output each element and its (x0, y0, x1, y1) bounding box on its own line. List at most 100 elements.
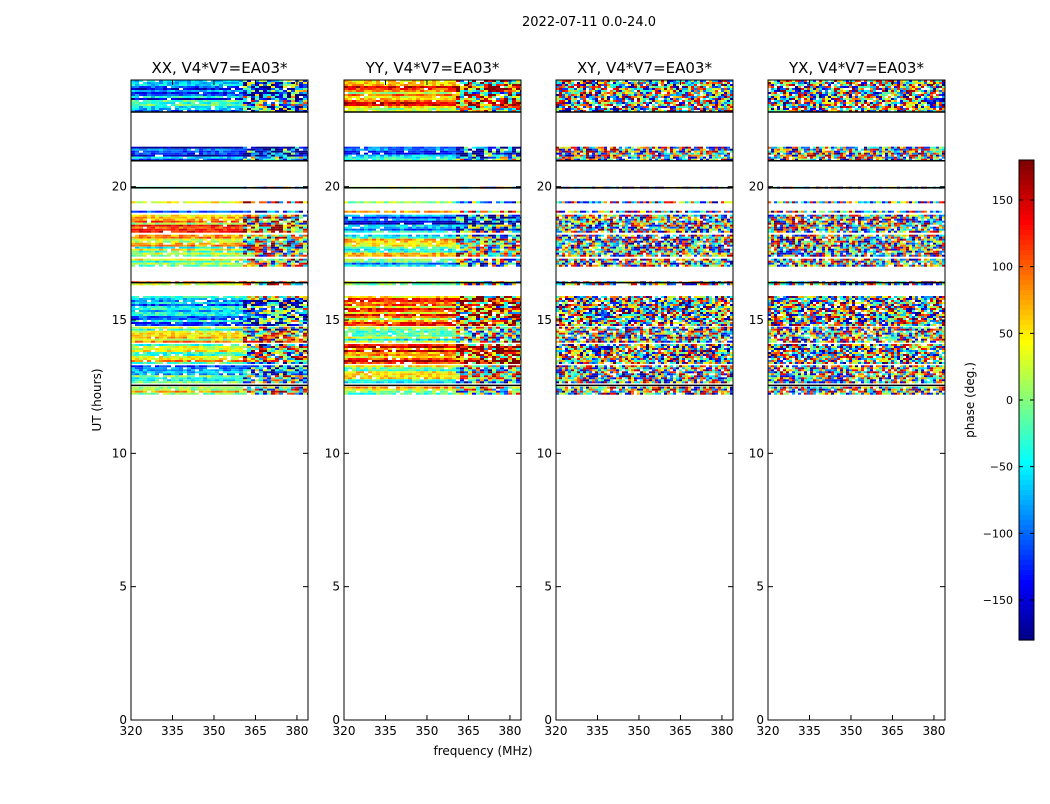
panel-3-ytick-label: 10 (749, 446, 764, 460)
colorbar-segment (1019, 335, 1034, 341)
panel-1-heatmap (344, 80, 524, 395)
colorbar-segment (1019, 425, 1034, 431)
colorbar-tick-label: 50 (999, 327, 1013, 340)
panel-0-xtick-label: 335 (161, 724, 184, 738)
colorbar-segment (1019, 270, 1034, 276)
panel-2-title: XY, V4*V7=EA03* (577, 59, 712, 77)
panel-2-xtick-label: 380 (710, 724, 733, 738)
colorbar-segment (1019, 470, 1034, 476)
panel-1-ytick-label: 5 (332, 580, 340, 594)
colorbar-segment (1019, 550, 1034, 556)
colorbar-segment (1019, 240, 1034, 246)
panel-2-heatmap (556, 80, 733, 395)
panel-0-frame (131, 80, 308, 720)
colorbar-segment (1019, 200, 1034, 206)
colorbar-segment (1019, 510, 1034, 516)
colorbar-segment (1019, 570, 1034, 576)
figure-suptitle: 2022-07-11 0.0-24.0 (522, 15, 656, 30)
colorbar-segment (1019, 175, 1034, 181)
colorbar-segment (1019, 305, 1034, 311)
panel-0-xtick-label: 350 (203, 724, 226, 738)
colorbar-segment (1019, 205, 1034, 211)
panel-1-frame (344, 80, 521, 720)
colorbar-label: phase (deg.) (963, 362, 977, 438)
colorbar-segment (1019, 485, 1034, 491)
colorbar-segment (1019, 260, 1034, 266)
colorbar-segment (1019, 275, 1034, 281)
panel-2-xtick-label: 320 (545, 724, 568, 738)
colorbar-segment (1019, 445, 1034, 451)
colorbar-segment (1019, 415, 1034, 421)
colorbar-segment (1019, 375, 1034, 381)
colorbar-segment (1019, 170, 1034, 176)
colorbar-segment (1019, 420, 1034, 426)
colorbar-segment (1019, 230, 1034, 236)
colorbar-segment (1019, 545, 1034, 551)
panel-1-xtick-label: 365 (457, 724, 480, 738)
panel-3-xtick-label: 380 (922, 724, 945, 738)
panel-0-title: XX, V4*V7=EA03* (151, 59, 288, 77)
colorbar-segment (1019, 300, 1034, 306)
panel-3-frame (768, 80, 945, 720)
colorbar-segment (1019, 215, 1034, 221)
colorbar-segment (1019, 455, 1034, 461)
colorbar-segment (1019, 400, 1034, 406)
colorbar-segment (1019, 480, 1034, 486)
colorbar-segment (1019, 530, 1034, 536)
panel-2-frame (556, 80, 733, 720)
colorbar-segment (1019, 385, 1034, 391)
colorbar-segment (1019, 460, 1034, 466)
colorbar-segment (1019, 265, 1034, 271)
panel-3-xtick-label: 335 (798, 724, 821, 738)
colorbar-segment (1019, 315, 1034, 321)
colorbar-segment (1019, 250, 1034, 256)
colorbar-segment (1019, 185, 1034, 191)
colorbar-segment (1019, 330, 1034, 336)
colorbar-segment (1019, 245, 1034, 251)
colorbar-segment (1019, 220, 1034, 226)
colorbar-segment (1019, 450, 1034, 456)
colorbar-segment (1019, 430, 1034, 436)
panel-0-xtick-label: 320 (120, 724, 143, 738)
panel-3-ytick-label: 15 (749, 313, 764, 327)
colorbar-segment (1019, 575, 1034, 581)
panel-3-ytick-label: 5 (756, 580, 764, 594)
colorbar-tick-label: −100 (983, 527, 1013, 540)
colorbar-segment (1019, 225, 1034, 231)
panel-1-xtick-label: 335 (374, 724, 397, 738)
colorbar-segment (1019, 585, 1034, 591)
colorbar-segment (1019, 520, 1034, 526)
colorbar-segment (1019, 475, 1034, 481)
colorbar-segment (1019, 255, 1034, 261)
colorbar-segment (1019, 565, 1034, 571)
panel-0-xtick-label: 365 (244, 724, 267, 738)
colorbar-segment (1019, 410, 1034, 416)
colorbar-segment (1019, 165, 1034, 171)
panel-2-ytick-label: 20 (537, 180, 552, 194)
panel-2-ytick-label: 10 (537, 446, 552, 460)
panel-0-ytick-label: 15 (112, 313, 127, 327)
panel-0-ytick-label: 20 (112, 180, 127, 194)
colorbar-segment (1019, 525, 1034, 531)
colorbar-segment (1019, 295, 1034, 301)
colorbar-segment (1019, 440, 1034, 446)
colorbar-tick-label: −150 (983, 594, 1013, 607)
colorbar-tick-label: 150 (992, 194, 1013, 207)
panel-1-xtick-label: 380 (498, 724, 521, 738)
colorbar-segment (1019, 280, 1034, 286)
colorbar-segment (1019, 555, 1034, 561)
panel-1-ytick-label: 15 (325, 313, 340, 327)
colorbar-segment (1019, 210, 1034, 216)
colorbar-segment (1019, 600, 1034, 606)
colorbar-segment (1019, 370, 1034, 376)
colorbar-segment (1019, 505, 1034, 511)
colorbar-segment (1019, 490, 1034, 496)
